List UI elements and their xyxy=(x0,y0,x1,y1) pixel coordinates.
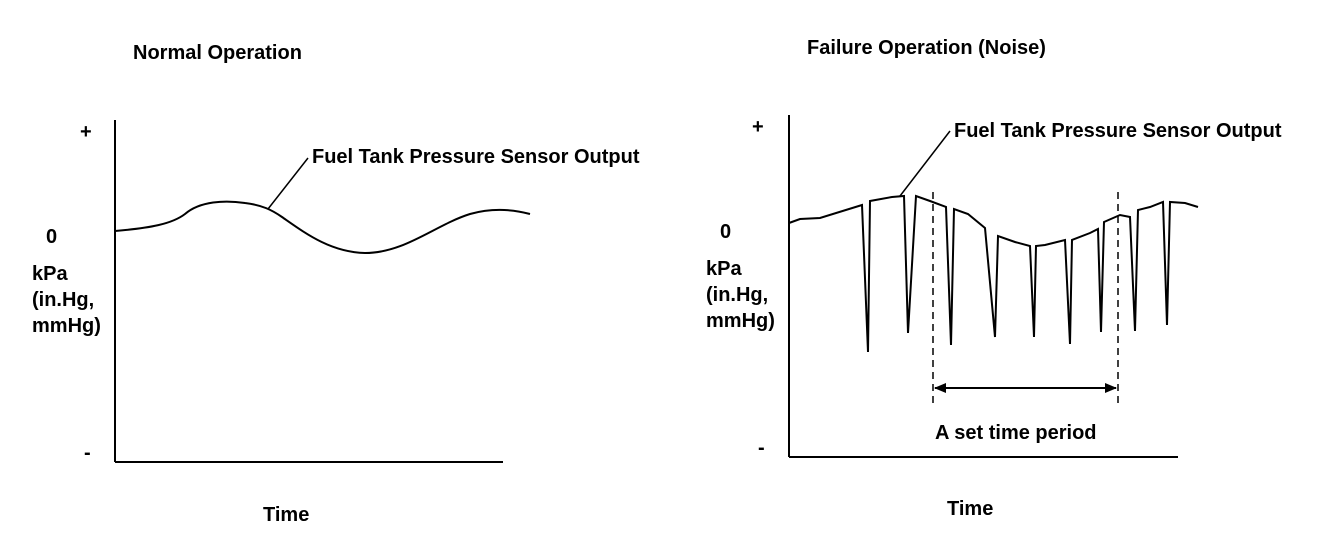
right-panel-title: Failure Operation (Noise) xyxy=(807,37,1046,59)
right-y-unit-line-1: kPa xyxy=(706,258,742,280)
right-annotation-label: Fuel Tank Pressure Sensor Output xyxy=(954,120,1282,142)
right-y-plus-label: + xyxy=(752,116,764,138)
right-y-unit-line-3: mmHg) xyxy=(706,310,775,332)
left-annotation-leader xyxy=(267,157,309,210)
right-y-unit-line-2: (in.Hg, xyxy=(706,284,769,306)
right-x-axis-label: Time xyxy=(947,498,994,520)
period-label: A set time period xyxy=(935,422,1097,444)
left-y-unit-line-2: (in.Hg, xyxy=(32,289,95,311)
right-y-minus-label: - xyxy=(758,437,765,459)
left-panel-title: Normal Operation xyxy=(133,42,302,64)
left-x-axis-label: Time xyxy=(263,504,310,526)
left-y-unit-line-1: kPa xyxy=(32,263,68,285)
right-annotation-leader xyxy=(899,130,951,197)
left-annotation-label: Fuel Tank Pressure Sensor Output xyxy=(312,146,640,168)
left-y-unit-line-3: mmHg) xyxy=(32,315,101,337)
right-axes xyxy=(788,115,1178,458)
left-y-minus-label: - xyxy=(84,442,91,464)
left-axes xyxy=(114,120,503,463)
right-y-zero-label: 0 xyxy=(720,221,732,243)
left-sensor-output-curve xyxy=(114,200,531,255)
left-y-zero-label: 0 xyxy=(46,226,58,248)
right-sensor-output-noisy-curve xyxy=(788,194,1199,353)
left-y-plus-label: + xyxy=(80,121,92,143)
